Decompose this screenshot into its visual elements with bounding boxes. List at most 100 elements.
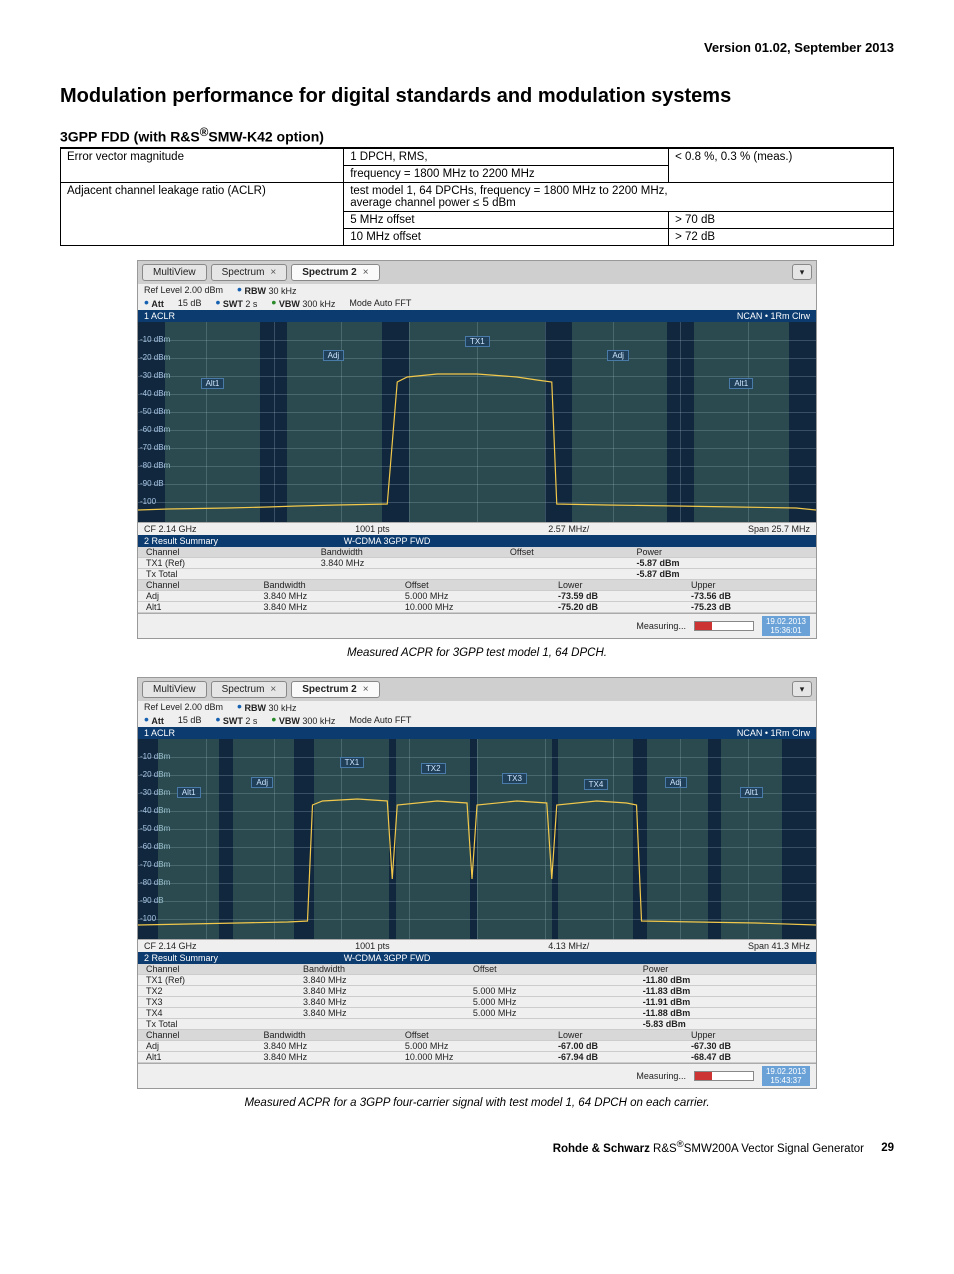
table-row: Tx Total-5.83 dBm — [138, 1018, 816, 1029]
table-row: Tx Total-5.87 dBm — [138, 568, 816, 579]
tab-spectrum[interactable]: Spectrum× — [211, 681, 288, 698]
dot-icon: • — [237, 698, 242, 714]
spec-val: < 0.8 %, 0.3 % (meas.) — [669, 148, 894, 182]
page-title: Modulation performance for digital stand… — [60, 85, 894, 108]
tab-spectrum2[interactable]: Spectrum 2 × — [291, 264, 379, 281]
measuring-label: Measuring... — [636, 1071, 686, 1081]
ref-level: Ref Level 2.00 dBm — [144, 702, 223, 712]
vbw-val: 300 kHz — [302, 716, 335, 726]
table-row: Adj3.840 MHz5.000 MHz-73.59 dB-73.56 dB — [138, 590, 816, 601]
aclr-right: NCAN • 1Rm Clrw — [737, 728, 810, 738]
ref-level: Ref Level 2.00 dBm — [144, 285, 223, 295]
table-row: TX33.840 MHz5.000 MHz-11.91 dBm — [138, 996, 816, 1007]
spec-label: Error vector magnitude — [61, 148, 344, 182]
axis-row: CF 2.14 GHz 1001 pts 4.13 MHz/ Span 41.3… — [138, 939, 816, 952]
axis-left: CF 2.14 GHz — [144, 941, 197, 951]
section-title: 3GPP FDD (with R&S®SMW-K42 option) — [60, 126, 894, 148]
close-icon[interactable]: × — [363, 684, 369, 695]
dot-icon: • — [144, 294, 149, 310]
wcdma-title: W-CDMA 3GPP FWD — [221, 953, 554, 963]
figure-caption-1: Measured ACPR for 3GPP test model 1, 64 … — [60, 647, 894, 659]
tab-label: MultiView — [153, 267, 196, 278]
section-title-pre: 3GPP FDD (with R&S — [60, 129, 200, 145]
measuring-label: Measuring... — [636, 621, 686, 631]
close-icon[interactable]: × — [270, 267, 276, 278]
dot-icon: • — [271, 294, 276, 310]
chevron-down-icon[interactable]: ▾ — [792, 264, 812, 280]
spec-cond: test model 1, 64 DPCHs, frequency = 1800… — [344, 182, 894, 211]
spec-cond: 10 MHz offset — [344, 228, 669, 245]
summary-table-2: ChannelBandwidthOffsetLowerUpperAdj3.840… — [138, 1030, 816, 1063]
swt-val: 2 s — [245, 299, 257, 309]
axis-center: 1001 pts — [355, 524, 390, 534]
aclr-left: 1 ACLR — [144, 728, 175, 738]
aclr-bar: 1 ACLR NCAN • 1Rm Clrw — [138, 310, 816, 322]
wcdma-title: W-CDMA 3GPP FWD — [221, 536, 554, 546]
close-icon[interactable]: × — [363, 267, 369, 278]
aclr-right: NCAN • 1Rm Clrw — [737, 311, 810, 321]
spec-table: Error vector magnitude 1 DPCH, RMS, < 0.… — [60, 148, 894, 246]
section-title-post: SMW-K42 option) — [208, 129, 324, 145]
att-val: 15 dB — [178, 715, 202, 725]
table-row: Alt13.840 MHz10.000 MHz-75.20 dB-75.23 d… — [138, 601, 816, 612]
vbw-label: VBW — [279, 299, 300, 309]
progress-bar — [694, 1071, 754, 1081]
att-label: Att — [151, 716, 164, 726]
swt-label: SWT — [223, 716, 243, 726]
tab-spectrum2[interactable]: Spectrum 2× — [291, 681, 379, 698]
tab-multiview[interactable]: MultiView — [142, 681, 207, 698]
spec-cond: 1 DPCH, RMS, — [344, 148, 669, 165]
dot-icon: • — [271, 711, 276, 727]
tab-label: Spectrum 2 — [302, 267, 356, 278]
table-row: TX1 (Ref)3.840 MHz-11.80 dBm — [138, 974, 816, 985]
spec-cond: 5 MHz offset — [344, 211, 669, 228]
tab-label: Spectrum — [222, 267, 265, 278]
page-number: 29 — [881, 1142, 894, 1154]
aclr-chart: -10 dBm-20 dBm-30 dBm-40 dBm-50 dBm-60 d… — [138, 322, 816, 522]
info-row-1: Ref Level 2.00 dBm • RBW 30 kHz — [138, 701, 816, 714]
table-row: Adjacent channel leakage ratio (ACLR) te… — [61, 182, 894, 211]
axis-row: CF 2.14 GHz 1001 pts 2.57 MHz/ Span 25.7… — [138, 522, 816, 535]
tab-multiview[interactable]: MultiView — [142, 264, 207, 281]
table-row: Error vector magnitude 1 DPCH, RMS, < 0.… — [61, 148, 894, 165]
tab-spectrum[interactable]: Spectrum × — [211, 264, 288, 281]
chevron-down-icon[interactable]: ▾ — [792, 681, 812, 697]
summary-table: ChannelBandwidthOffsetPowerTX1 (Ref)3.84… — [138, 547, 816, 580]
spec-val: > 72 dB — [669, 228, 894, 245]
summary-table: ChannelBandwidthOffsetPowerTX1 (Ref)3.84… — [138, 964, 816, 1030]
spec-cond: frequency = 1800 MHz to 2200 MHz — [344, 165, 669, 182]
rbw-label: RBW — [244, 703, 266, 713]
info-row-2: • Att 15 dB • SWT 2 s • VBW 300 kHz Mode… — [138, 297, 816, 310]
col-header: Offset — [397, 1030, 550, 1041]
status-row: Measuring... 19.02.201315:43:37 — [138, 1063, 816, 1088]
footer-product-post: SMW200A Vector Signal Generator — [684, 1142, 864, 1154]
vbw-label: VBW — [279, 716, 300, 726]
close-icon[interactable]: × — [270, 684, 276, 695]
col-header: Bandwidth — [313, 547, 502, 558]
mode-label: Mode Auto FFT — [349, 298, 411, 308]
tab-label: MultiView — [153, 684, 196, 695]
result-bar-label: 2 Result Summary — [144, 536, 218, 546]
timestamp: 19.02.201315:43:37 — [762, 1066, 810, 1086]
axis-mid: 4.13 MHz/ — [548, 941, 589, 951]
spec-val: > 70 dB — [669, 211, 894, 228]
spec-label: Adjacent channel leakage ratio (ACLR) — [61, 182, 344, 245]
result-bar: 2 Result Summary W-CDMA 3GPP FWD — [138, 952, 816, 964]
dot-icon: • — [215, 711, 220, 727]
dot-icon: • — [237, 281, 242, 297]
att-val: 15 dB — [178, 298, 202, 308]
version-header: Version 01.02, September 2013 — [60, 40, 894, 55]
swt-val: 2 s — [245, 716, 257, 726]
timestamp: 19.02.201315:36:01 — [762, 616, 810, 636]
mode-label: Mode Auto FFT — [349, 715, 411, 725]
vbw-val: 300 kHz — [302, 299, 335, 309]
footer-product-pre: R&S — [650, 1142, 677, 1154]
table-row: Alt13.840 MHz10.000 MHz-67.94 dB-68.47 d… — [138, 1051, 816, 1062]
dot-icon: • — [144, 711, 149, 727]
result-bar: 2 Result Summary W-CDMA 3GPP FWD — [138, 535, 816, 547]
swt-label: SWT — [223, 299, 243, 309]
col-header: Lower — [550, 580, 683, 591]
dot-icon: • — [215, 294, 220, 310]
figure-caption-2: Measured ACPR for a 3GPP four-carrier si… — [60, 1097, 894, 1109]
page-footer: Rohde & Schwarz R&S®SMW200A Vector Signa… — [60, 1139, 894, 1155]
